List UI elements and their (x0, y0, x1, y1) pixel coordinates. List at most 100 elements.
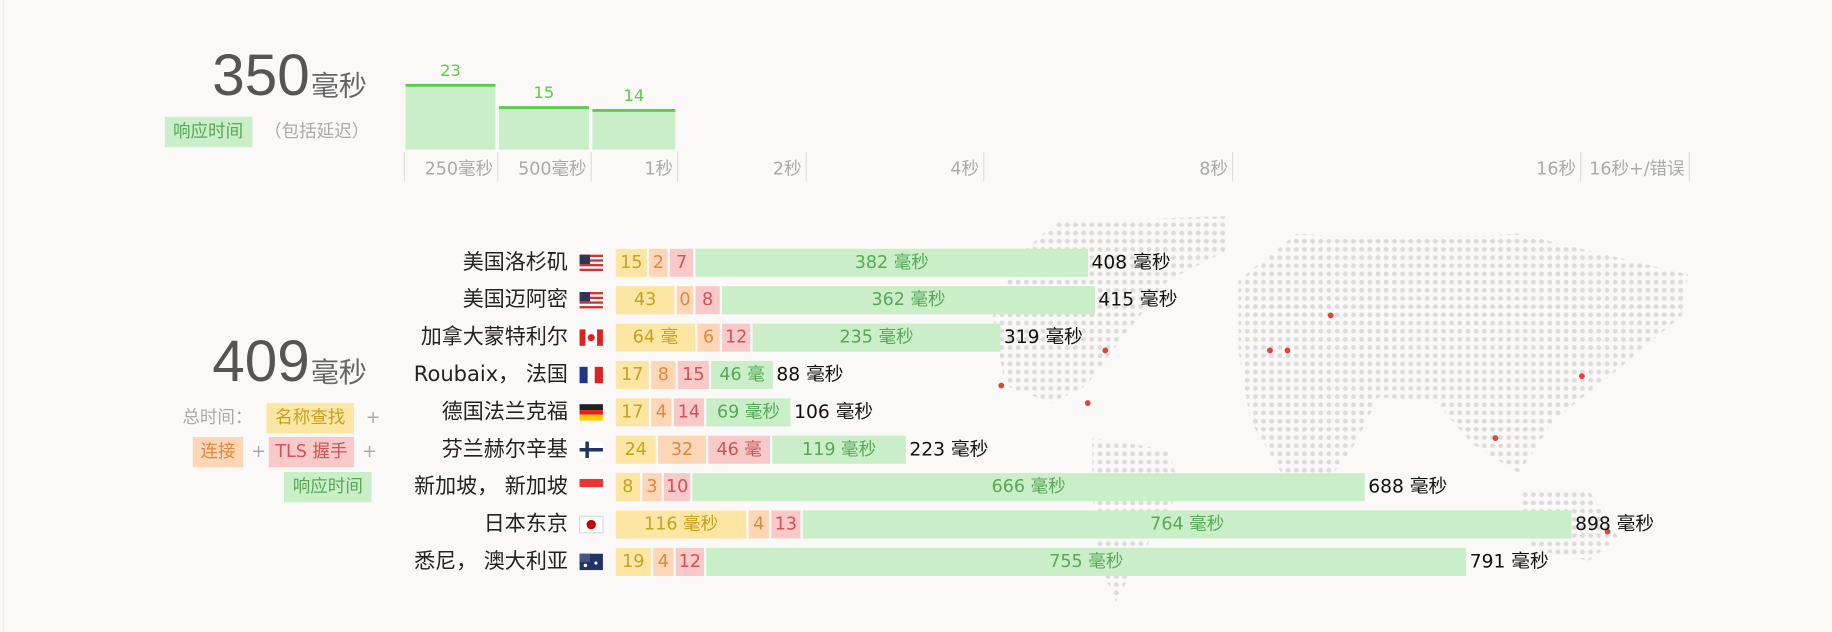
response-segment (722, 286, 1095, 315)
location: 芬兰赫尔辛基 (442, 436, 568, 461)
response-label: 119 毫秒 (802, 440, 876, 460)
connect-legend: 连接 (200, 442, 235, 462)
location: 日本东京 (484, 511, 568, 536)
connect-segment (651, 398, 672, 427)
location: 悉尼， 澳大利亚 (414, 548, 568, 573)
total-label: 223 毫秒 (909, 439, 988, 460)
connect-label: 4 (753, 515, 764, 535)
tls-pill (268, 436, 355, 468)
response-label: 764 毫秒 (1150, 515, 1224, 535)
total-label: 106 毫秒 (794, 402, 873, 423)
map-markers (998, 312, 1611, 535)
plus: + (362, 442, 377, 462)
total-label: 898 毫秒 (1575, 514, 1654, 535)
total-label: 319 毫秒 (1004, 327, 1083, 348)
dns-label: 15 (620, 253, 642, 273)
dns-label: 8 (622, 477, 633, 497)
dns-segment (615, 435, 656, 464)
tls-segment (677, 360, 709, 390)
location: 加拿大蒙特利尔 (421, 324, 568, 349)
legend-prefix: 总时间： (182, 408, 252, 428)
tls-segment (675, 547, 704, 576)
response-pill (284, 471, 372, 503)
location: 美国洛杉矶 (463, 249, 568, 274)
flag (579, 254, 603, 272)
location: 德国法兰克福 (442, 398, 568, 423)
connect-label: 32 (671, 440, 693, 460)
bucket-label: 16秒+/错误 (1589, 159, 1684, 179)
response-segment (706, 398, 791, 427)
response-segment (772, 435, 906, 464)
response-unit: 毫秒 (311, 70, 367, 103)
location: 新加坡， 新加坡 (414, 473, 568, 498)
connect-segment (748, 510, 769, 539)
plus: + (366, 408, 381, 428)
tls-segment (722, 323, 751, 352)
bucket-label: 8秒 (1199, 159, 1228, 179)
tls-segment (695, 286, 720, 315)
connect-label: 8 (658, 365, 669, 385)
flag (579, 553, 603, 571)
tls-label: 10 (666, 477, 688, 497)
response-segment (802, 510, 1572, 539)
response-note: （包括延迟） (264, 122, 369, 142)
total-value: 409 (212, 329, 309, 394)
tls-label: 12 (725, 328, 747, 348)
connect-label: 6 (703, 328, 714, 348)
connect-segment (649, 248, 668, 277)
flag (579, 441, 603, 458)
total-unit: 毫秒 (311, 356, 367, 389)
dns-segment (615, 248, 647, 277)
tls-legend: TLS 握手 (274, 442, 347, 462)
connect-label: 0 (679, 290, 690, 310)
connect-pill (192, 436, 244, 468)
dns-label: 116 毫秒 (644, 515, 718, 535)
histogram-count: 23 (440, 61, 461, 80)
response-segment (752, 323, 1001, 352)
response-segment (695, 248, 1089, 277)
histogram-bar (498, 107, 589, 150)
response-label: 响应时间 (173, 122, 243, 142)
response-label: 362 毫秒 (871, 290, 945, 310)
total-label: 88 毫秒 (776, 364, 843, 385)
connect-label: 2 (653, 253, 664, 273)
histogram-count: 14 (623, 86, 644, 105)
connect-label: 3 (646, 477, 657, 497)
total-label: 688 毫秒 (1368, 477, 1447, 498)
response-segment (706, 547, 1467, 576)
flag (578, 515, 604, 534)
dns-label: 19 (622, 552, 644, 572)
bucket-label: 16秒 (1536, 159, 1576, 179)
response-label: 755 毫秒 (1049, 552, 1123, 572)
bucket-label: 4秒 (950, 159, 979, 179)
response-value: 350 (212, 43, 309, 108)
plus: + (251, 442, 266, 462)
dns-segment (615, 398, 649, 427)
tls-label: 7 (676, 253, 687, 273)
dns-segment (615, 510, 747, 539)
dns-pill (266, 403, 355, 434)
world-map (993, 216, 1689, 602)
location: Roubaix， 法国 (414, 361, 568, 386)
connect-segment (658, 435, 706, 464)
dns-segment (615, 286, 675, 315)
dns-segment (615, 473, 641, 502)
tls-segment (663, 473, 691, 502)
histogram-bar (405, 85, 496, 150)
flag (579, 478, 603, 496)
tls-segment (771, 510, 801, 539)
response-label: 46 毫 (719, 365, 764, 385)
dns-label: 43 (634, 290, 656, 310)
tls-label: 15 (682, 365, 704, 385)
flag (579, 404, 603, 421)
response-segment (692, 473, 1365, 502)
response-legend: 响应时间 (293, 477, 363, 497)
connect-segment (697, 323, 720, 352)
dns-segment (615, 360, 649, 390)
connect-segment (642, 473, 662, 502)
connect-segment (676, 286, 694, 315)
response-label: 235 毫秒 (839, 328, 913, 348)
tls-label: 12 (679, 552, 701, 572)
